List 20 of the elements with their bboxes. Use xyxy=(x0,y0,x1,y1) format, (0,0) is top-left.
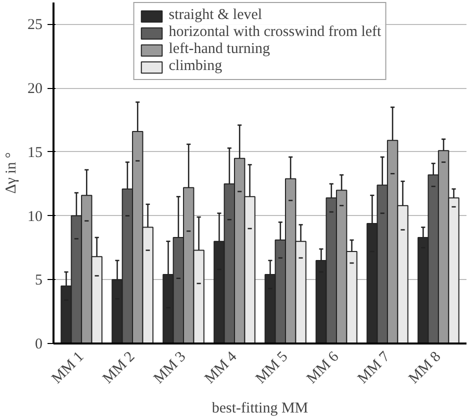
x-tick-label: MM 4 xyxy=(202,348,241,387)
y-tick-label: 25 xyxy=(28,17,42,34)
y-tick-label: 10 xyxy=(28,208,42,225)
y-axis-title: Δγ in ° xyxy=(4,152,20,194)
x-axis-title: best-fitting MM xyxy=(212,400,308,417)
legend-label: straight & level xyxy=(168,7,262,24)
legend-label: left-hand turning xyxy=(168,41,270,58)
y-tick-label: 0 xyxy=(35,336,42,352)
x-tick-label: MM 6 xyxy=(304,348,342,387)
y-tick-label: 5 xyxy=(35,272,42,289)
x-tick-label: MM 5 xyxy=(253,348,292,387)
y-tick-label: 20 xyxy=(28,81,42,98)
x-tick-label: MM 8 xyxy=(406,348,444,387)
x-tick-label: MM 7 xyxy=(354,348,394,387)
x-tick-label: MM 2 xyxy=(100,348,138,387)
x-tick-label: MM 3 xyxy=(151,348,190,387)
y-tick-label: 15 xyxy=(28,144,42,161)
legend-label: horizontal with crosswind from left xyxy=(168,24,382,41)
x-tick-label: MM 1 xyxy=(49,348,88,387)
legend-label: climbing xyxy=(168,58,222,75)
